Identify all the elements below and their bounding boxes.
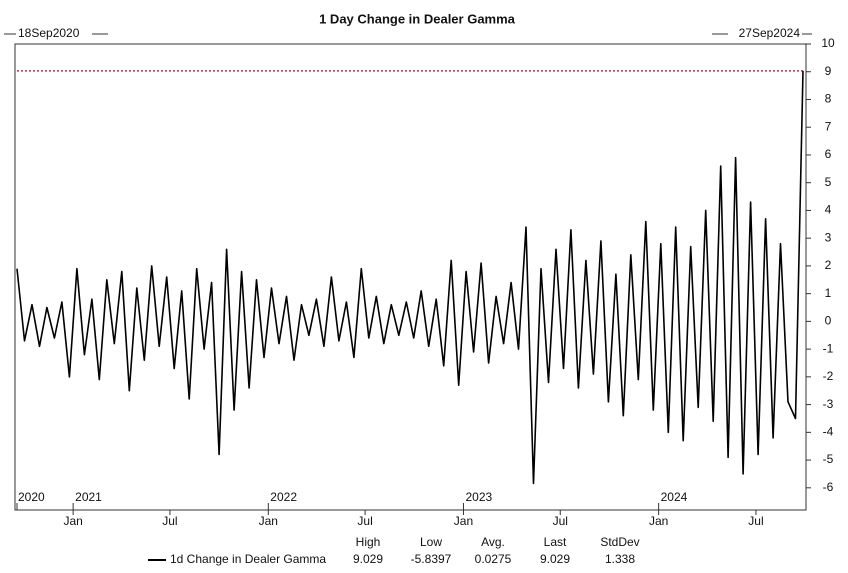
x-tick-label: Jul xyxy=(357,514,372,528)
stat-value: -5.8397 xyxy=(411,552,452,566)
x-tick-label: Jul xyxy=(162,514,177,528)
y-tick-label: 0 xyxy=(825,314,832,328)
plot-frame xyxy=(14,43,807,511)
y-tick-label: 10 xyxy=(821,36,835,50)
y-tick-label: 5 xyxy=(825,175,832,189)
year-label: 2022 xyxy=(270,490,297,504)
y-tick-label: 9 xyxy=(825,64,832,78)
stat-header: High xyxy=(356,535,381,549)
y-tick-label: -2 xyxy=(823,369,834,383)
y-tick-label: 3 xyxy=(825,230,832,244)
y-tick-label: 2 xyxy=(825,258,832,272)
x-tick-label: Jul xyxy=(553,514,568,528)
stat-header: Avg. xyxy=(481,535,505,549)
y-tick-label: -4 xyxy=(823,425,834,439)
chart-title: 1 Day Change in Dealer Gamma xyxy=(319,11,516,26)
year-label: 2024 xyxy=(661,490,688,504)
y-tick-label: 7 xyxy=(825,119,832,133)
end-label: 27Sep2024 xyxy=(739,26,801,40)
series-line xyxy=(16,70,804,485)
stat-value: 9.029 xyxy=(353,552,383,566)
y-tick-label: -1 xyxy=(823,341,834,355)
year-label: 2023 xyxy=(465,490,492,504)
stat-value: 9.029 xyxy=(540,552,570,566)
y-tick-label: -6 xyxy=(823,480,834,494)
x-tick-label: Jan xyxy=(649,514,668,528)
stat-header: StdDev xyxy=(600,535,639,549)
x-tick-label: Jan xyxy=(454,514,473,528)
stat-header: Last xyxy=(544,535,567,549)
y-tick-label: 1 xyxy=(825,286,832,300)
y-tick-label: 4 xyxy=(825,203,832,217)
start-label: 18Sep2020 xyxy=(18,26,80,40)
y-tick-label: -5 xyxy=(823,452,834,466)
year-label: 2020 xyxy=(18,490,45,504)
y-tick-label: 8 xyxy=(825,92,832,106)
legend-label: 1d Change in Dealer Gamma xyxy=(170,552,326,566)
stat-header: Low xyxy=(420,535,442,549)
stat-value: 1.338 xyxy=(605,552,635,566)
y-tick-label: 6 xyxy=(825,147,832,161)
y-tick-label: -3 xyxy=(823,397,834,411)
year-label: 2021 xyxy=(75,490,102,504)
stat-value: 0.0275 xyxy=(475,552,512,566)
x-tick-label: Jan xyxy=(63,514,82,528)
x-tick-label: Jan xyxy=(259,514,278,528)
x-tick-label: Jul xyxy=(748,514,763,528)
